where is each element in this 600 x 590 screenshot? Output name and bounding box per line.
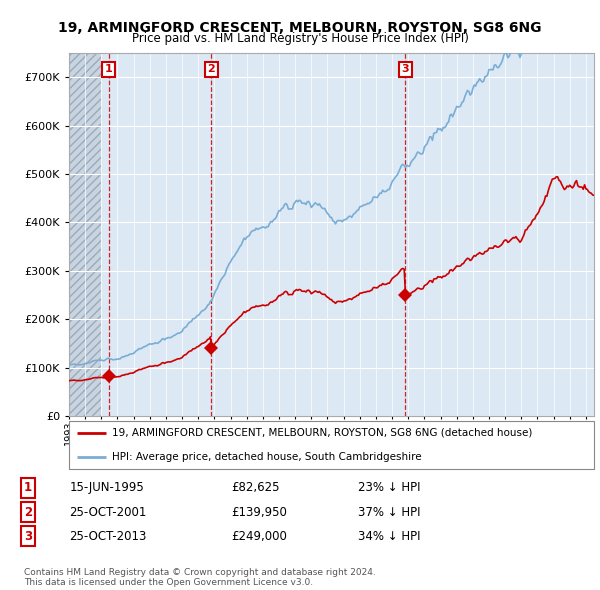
Text: 2: 2 [208, 64, 215, 74]
Text: 1: 1 [24, 481, 32, 494]
Text: £82,625: £82,625 [231, 481, 280, 494]
Text: HPI: Average price, detached house, South Cambridgeshire: HPI: Average price, detached house, Sout… [112, 452, 422, 462]
Text: Price paid vs. HM Land Registry's House Price Index (HPI): Price paid vs. HM Land Registry's House … [131, 32, 469, 45]
Text: 23% ↓ HPI: 23% ↓ HPI [358, 481, 420, 494]
Text: 34% ↓ HPI: 34% ↓ HPI [358, 530, 420, 543]
Text: 2: 2 [24, 506, 32, 519]
Text: Contains HM Land Registry data © Crown copyright and database right 2024.
This d: Contains HM Land Registry data © Crown c… [24, 568, 376, 587]
Text: 3: 3 [401, 64, 409, 74]
Text: 25-OCT-2001: 25-OCT-2001 [70, 506, 147, 519]
FancyBboxPatch shape [69, 421, 594, 469]
Text: 37% ↓ HPI: 37% ↓ HPI [358, 506, 420, 519]
Text: 25-OCT-2013: 25-OCT-2013 [70, 530, 147, 543]
Text: 15-JUN-1995: 15-JUN-1995 [70, 481, 145, 494]
Bar [69, 53, 101, 416]
Text: £249,000: £249,000 [231, 530, 287, 543]
Text: 19, ARMINGFORD CRESCENT, MELBOURN, ROYSTON, SG8 6NG (detached house): 19, ARMINGFORD CRESCENT, MELBOURN, ROYST… [112, 428, 532, 438]
Text: 19, ARMINGFORD CRESCENT, MELBOURN, ROYSTON, SG8 6NG: 19, ARMINGFORD CRESCENT, MELBOURN, ROYST… [58, 21, 542, 35]
Text: 3: 3 [24, 530, 32, 543]
Text: 1: 1 [105, 64, 112, 74]
Text: £139,950: £139,950 [231, 506, 287, 519]
